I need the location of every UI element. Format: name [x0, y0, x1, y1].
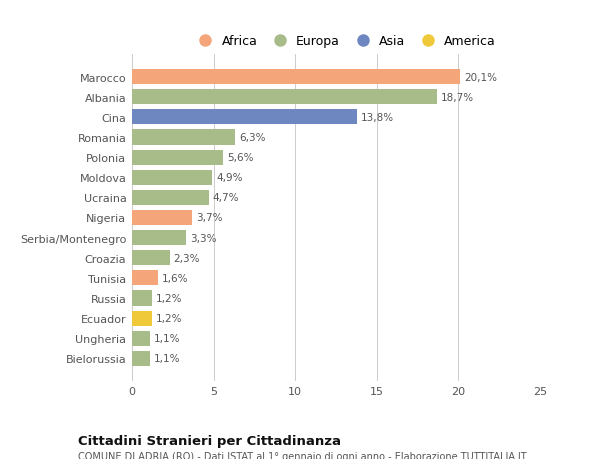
Bar	[132, 170, 212, 185]
Bar	[132, 110, 357, 125]
Text: 1,1%: 1,1%	[154, 353, 181, 364]
Text: 4,7%: 4,7%	[213, 193, 239, 203]
Bar	[132, 90, 437, 105]
Bar	[132, 190, 209, 206]
Bar	[132, 130, 235, 145]
Bar	[132, 251, 170, 266]
Text: COMUNE DI ADRIA (RO) - Dati ISTAT al 1° gennaio di ogni anno - Elaborazione TUTT: COMUNE DI ADRIA (RO) - Dati ISTAT al 1° …	[78, 451, 527, 459]
Bar	[132, 211, 193, 225]
Text: 5,6%: 5,6%	[227, 153, 254, 163]
Bar	[132, 311, 152, 326]
Text: 1,6%: 1,6%	[162, 273, 188, 283]
Bar	[132, 331, 150, 346]
Text: 13,8%: 13,8%	[361, 112, 394, 123]
Text: 6,3%: 6,3%	[239, 133, 265, 143]
Bar	[132, 230, 186, 246]
Text: 4,9%: 4,9%	[216, 173, 242, 183]
Bar	[132, 70, 460, 85]
Text: 3,3%: 3,3%	[190, 233, 217, 243]
Bar	[132, 351, 150, 366]
Text: 3,7%: 3,7%	[196, 213, 223, 223]
Bar	[132, 291, 152, 306]
Text: 18,7%: 18,7%	[441, 93, 475, 102]
Text: Cittadini Stranieri per Cittadinanza: Cittadini Stranieri per Cittadinanza	[78, 434, 341, 447]
Legend: Africa, Europa, Asia, America: Africa, Europa, Asia, America	[193, 35, 496, 48]
Text: 2,3%: 2,3%	[173, 253, 200, 263]
Text: 1,2%: 1,2%	[155, 313, 182, 324]
Text: 1,1%: 1,1%	[154, 334, 181, 343]
Bar	[132, 150, 223, 165]
Text: 20,1%: 20,1%	[464, 73, 497, 83]
Text: 1,2%: 1,2%	[155, 293, 182, 303]
Bar	[132, 271, 158, 286]
